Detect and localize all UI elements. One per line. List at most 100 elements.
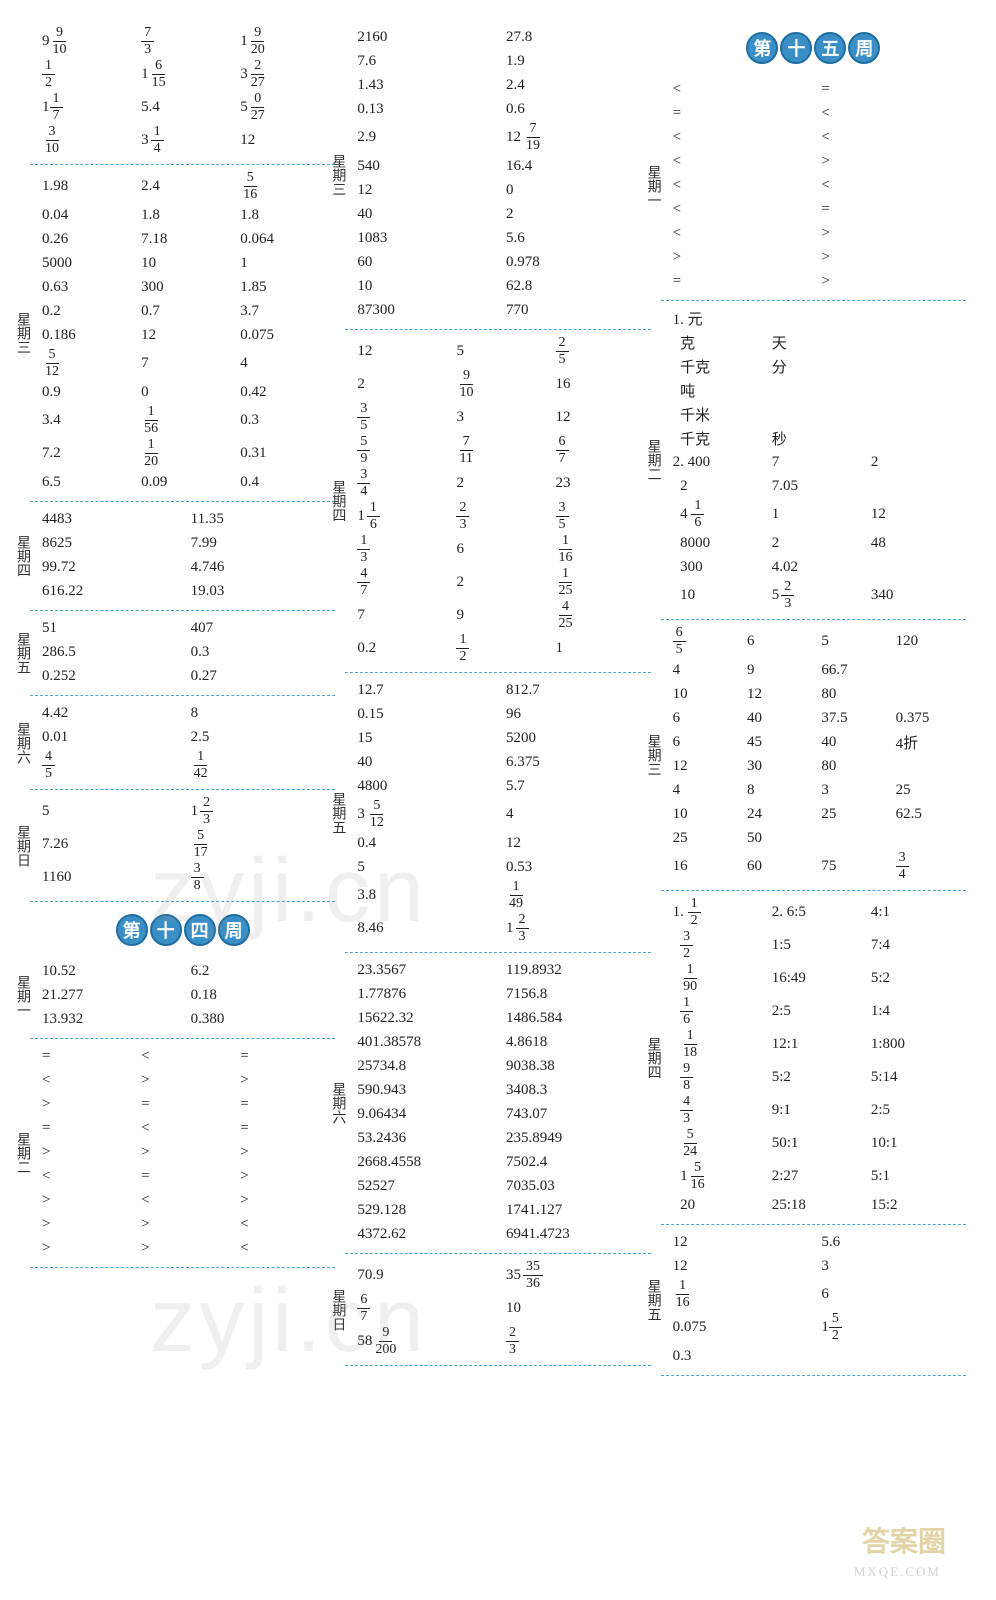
cell: 8 bbox=[183, 705, 332, 722]
stamp-sub: MXQE.COM bbox=[854, 1564, 941, 1580]
cell: > bbox=[133, 1144, 232, 1161]
row: 10523340 bbox=[665, 580, 962, 611]
row: 48325 bbox=[665, 779, 962, 801]
row: 10.526.2 bbox=[34, 960, 331, 982]
cell: 0.2 bbox=[349, 640, 448, 657]
section: 星期四1. 122. 6:54:1 321:57:4 19016:495:2 1… bbox=[661, 891, 966, 1225]
cell: 10 bbox=[665, 686, 739, 703]
cell: 25 bbox=[813, 806, 887, 823]
row: 125.6 bbox=[665, 1231, 962, 1253]
row: 101280 bbox=[665, 683, 962, 705]
row: 21.2770.18 bbox=[34, 984, 331, 1006]
cell: 40 bbox=[349, 206, 498, 223]
cell: 1 bbox=[232, 255, 331, 272]
section: 星期三1.982.45160.041.81.80.267.180.0645000… bbox=[30, 165, 335, 502]
cell: 10 bbox=[133, 255, 232, 272]
cell: 25:18 bbox=[764, 1197, 863, 1214]
cell: 5:2 bbox=[764, 1069, 863, 1086]
cell: 0.42 bbox=[232, 384, 331, 401]
cell: 23.3567 bbox=[349, 962, 498, 979]
cell: 4483 bbox=[34, 511, 183, 528]
cell: 9:1 bbox=[764, 1102, 863, 1119]
row: 千克分 bbox=[665, 355, 962, 377]
row: 286.50.3 bbox=[34, 641, 331, 663]
cell: 1:4 bbox=[863, 1003, 962, 1020]
cell: 32 bbox=[665, 930, 764, 961]
cell: 0.2 bbox=[34, 303, 133, 320]
cell: 616.22 bbox=[34, 583, 183, 600]
cell: 40 bbox=[739, 710, 813, 727]
cell: 7.2 bbox=[34, 445, 133, 462]
cell: 589200 bbox=[349, 1326, 498, 1357]
cell: 540 bbox=[349, 158, 498, 175]
cell: 116 bbox=[665, 1279, 814, 1310]
cell: 0.075 bbox=[665, 1319, 814, 1336]
cell: 1 bbox=[548, 640, 647, 657]
badge-char: 十 bbox=[150, 914, 182, 946]
cell: 2.4 bbox=[498, 77, 647, 94]
cell: < bbox=[34, 1168, 133, 1185]
row: 1166 bbox=[665, 1279, 962, 1310]
cell: 711 bbox=[448, 435, 547, 466]
cell: 7.6 bbox=[349, 53, 498, 70]
row: 50.53 bbox=[349, 856, 646, 878]
section: 星期一10.526.221.2770.1813.9320.380 bbox=[30, 954, 335, 1039]
cell: 98 bbox=[665, 1062, 764, 1093]
cell: 1:5 bbox=[764, 937, 863, 954]
row: 79425 bbox=[349, 600, 646, 631]
cell: 5.7 bbox=[498, 778, 647, 795]
row: 31031412 bbox=[34, 125, 331, 156]
section: 星期五51407286.50.30.2520.27 bbox=[30, 611, 335, 696]
cell: 5:14 bbox=[863, 1069, 962, 1086]
cell: 0.09 bbox=[133, 474, 232, 491]
cell: 0.3 bbox=[232, 412, 331, 429]
cell: < bbox=[133, 1048, 232, 1065]
rows: 4.4280.012.545142 bbox=[34, 702, 331, 781]
section: 星期二=<=<>>>===<=>>><=>><>>><>>< bbox=[30, 1039, 335, 1268]
row: 4 16112 bbox=[665, 499, 962, 530]
rows: 23.3567119.89321.778767156.815622.321486… bbox=[349, 959, 646, 1245]
cell: 10.52 bbox=[34, 963, 183, 980]
row: 645404折 bbox=[665, 731, 962, 753]
row: 123080 bbox=[665, 755, 962, 777]
row: 1175.45027 bbox=[34, 92, 331, 123]
cell: 7156.8 bbox=[498, 986, 647, 1003]
day-label: 星期二 bbox=[12, 1132, 32, 1174]
cell: 1.8 bbox=[232, 207, 331, 224]
cell: 7.05 bbox=[764, 478, 863, 495]
row: 116038 bbox=[34, 862, 331, 893]
cell: 5.6 bbox=[498, 230, 647, 247]
cell: 23 bbox=[448, 501, 547, 532]
row: 5123 bbox=[34, 796, 331, 827]
row: 472125 bbox=[349, 567, 646, 598]
rows: 216027.87.61.91.432.40.130.62.9127195401… bbox=[349, 26, 646, 321]
row: <= bbox=[665, 78, 962, 100]
badge-char: 十 bbox=[780, 32, 812, 64]
cell: 4 16 bbox=[665, 499, 764, 530]
row: 3004.02 bbox=[665, 556, 962, 578]
cell: > bbox=[813, 273, 962, 290]
day-label: 星期日 bbox=[12, 825, 32, 867]
cell: 8 bbox=[739, 782, 813, 799]
row: 2. 40072 bbox=[665, 451, 962, 473]
rows: 1252529101635312597116734223116233513611… bbox=[349, 336, 646, 664]
day-label: 星期日 bbox=[327, 1289, 347, 1331]
cell: 116 bbox=[349, 501, 448, 532]
row: 529.1281741.127 bbox=[349, 1199, 646, 1221]
cell: = bbox=[34, 1048, 133, 1065]
cell: 9910 bbox=[34, 26, 133, 57]
cell: > bbox=[34, 1096, 133, 1113]
cell: 119.8932 bbox=[498, 962, 647, 979]
cell: 2. 400 bbox=[665, 454, 764, 471]
row: 吨 bbox=[665, 379, 962, 401]
cell: 0.18 bbox=[183, 987, 332, 1004]
cell: = bbox=[232, 1048, 331, 1065]
row: 0.012.5 bbox=[34, 726, 331, 748]
section: 星期六4.4280.012.545142 bbox=[30, 696, 335, 790]
cell: 34 bbox=[349, 468, 448, 499]
cell: 1.77876 bbox=[349, 986, 498, 1003]
cell: 7.26 bbox=[34, 836, 183, 853]
row: 590.9433408.3 bbox=[349, 1079, 646, 1101]
cell: 12 bbox=[349, 182, 498, 199]
cell: 6.375 bbox=[498, 754, 647, 771]
